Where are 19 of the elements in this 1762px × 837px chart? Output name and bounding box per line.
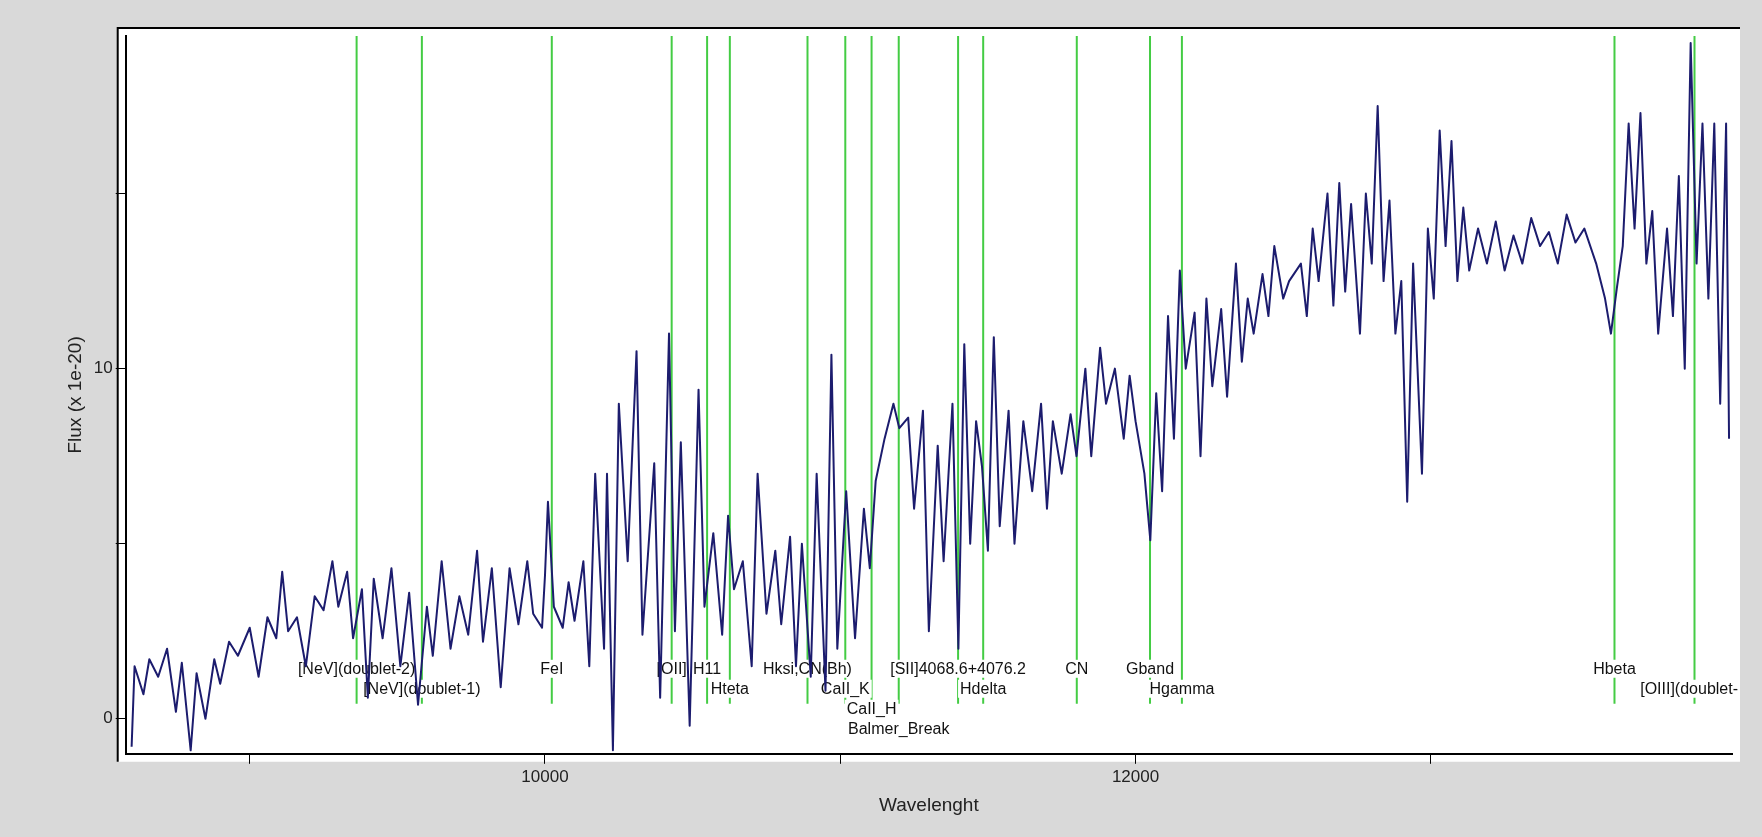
ref-line-label: [OIII](doublet-: [1640, 679, 1739, 697]
ref-line-label: CN: [1065, 659, 1089, 677]
y-tick-label: 10: [93, 358, 113, 378]
ref-line-label: [SII]4068.6+4076.2: [890, 659, 1027, 677]
x-tick-label: 12000: [1111, 766, 1160, 786]
ref-line-label: Hgamma: [1149, 679, 1215, 697]
ref-line-label: H11: [693, 659, 722, 677]
ref-line-label: Hdelta: [960, 679, 1007, 697]
ref-line-label: FeI: [540, 659, 564, 677]
ref-line-label: CaII_H: [846, 699, 897, 718]
x-tick-label: 10000: [521, 766, 569, 786]
ref-line-label: CaII_K: [820, 679, 871, 698]
ref-line-label: Hteta: [710, 679, 750, 697]
ref-line-label: Balmer_Break: [848, 719, 951, 738]
y-axis-title: Flux (x 1e-20): [63, 336, 85, 454]
ref-line-label: Hbeta: [1593, 659, 1636, 677]
ref-line-label: Gband: [1126, 659, 1175, 677]
y-tick-label: 0: [103, 708, 113, 728]
x-axis-title: Wavelenght: [879, 793, 980, 815]
